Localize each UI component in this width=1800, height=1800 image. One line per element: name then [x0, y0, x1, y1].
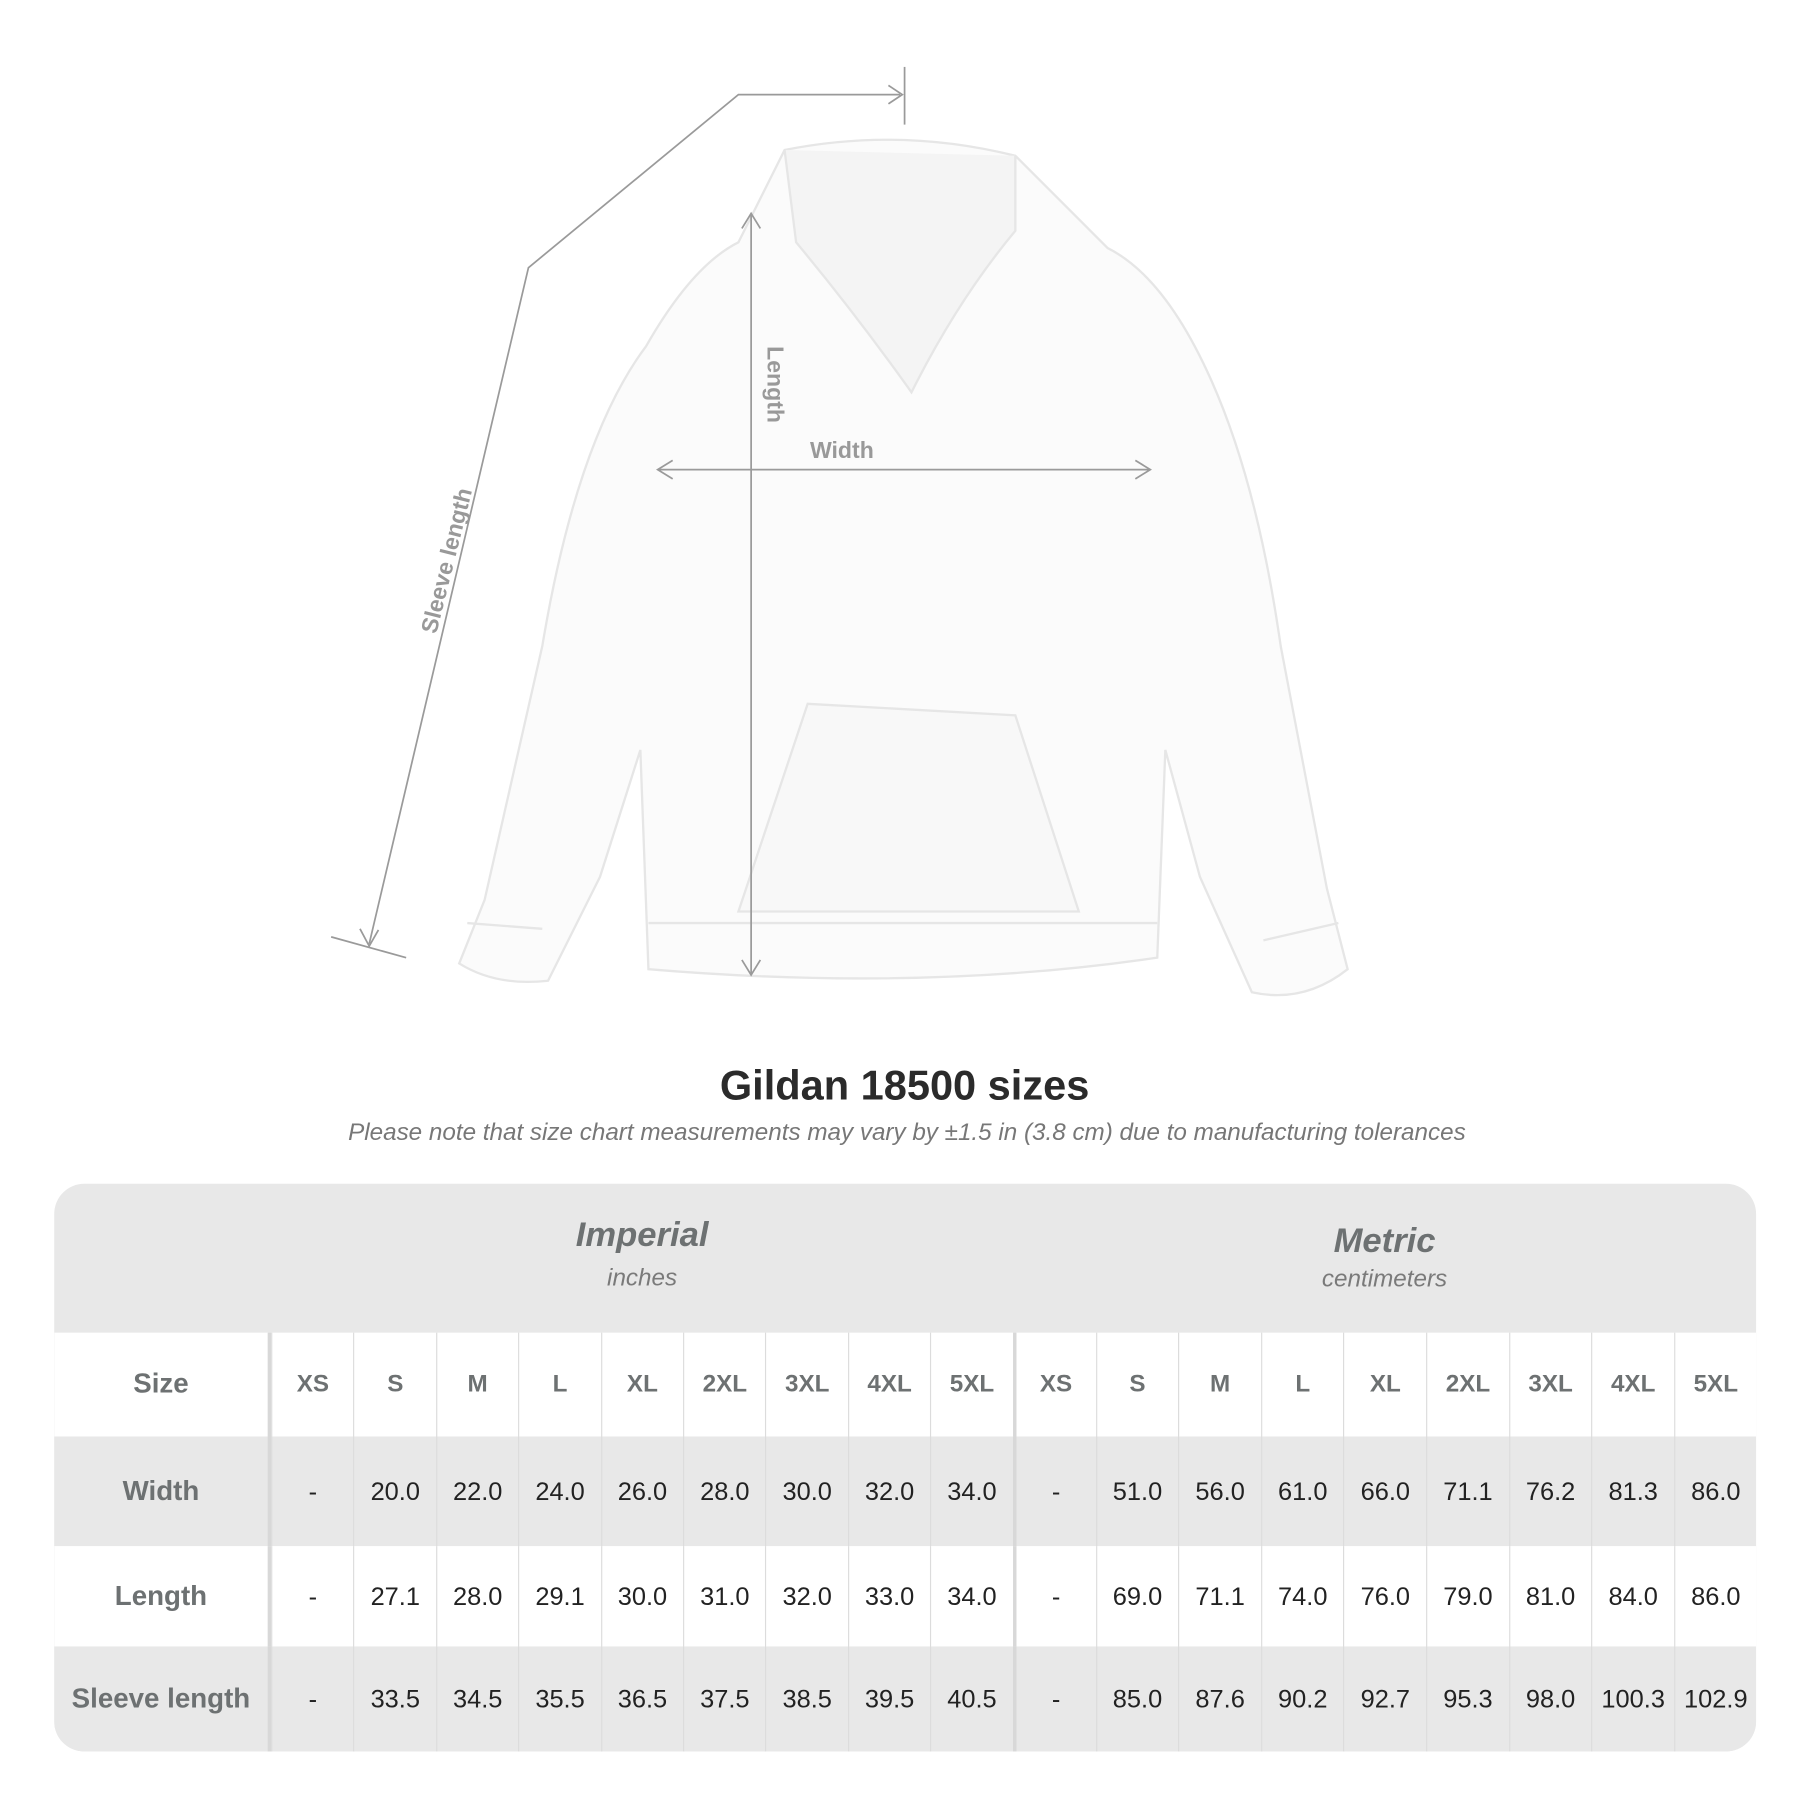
width-label: Width — [810, 437, 874, 463]
value-cell: 26.0 — [600, 1436, 683, 1547]
size-header-cell: XL — [600, 1332, 683, 1437]
metric-unit: centimeters — [1321, 1265, 1448, 1293]
value-cell: - — [271, 1646, 353, 1752]
metric-label: Metric — [1333, 1221, 1436, 1260]
value-cell: 81.3 — [1591, 1436, 1674, 1547]
size-header-cell: XS — [1013, 1332, 1096, 1437]
value-cell: 76.0 — [1343, 1546, 1426, 1647]
size-table: Imperial inches Metric centimeters Size X… — [54, 1183, 1757, 1752]
value-cell: 27.1 — [353, 1546, 436, 1647]
value-cell: 86.0 — [1673, 1546, 1756, 1647]
imperial-header: Imperial inches — [271, 1184, 1013, 1365]
value-cell: - — [1013, 1546, 1096, 1647]
value-cell: 20.0 — [353, 1436, 436, 1547]
value-cell: 29.1 — [518, 1546, 600, 1647]
chart-title: Gildan 18500 sizes — [719, 1061, 1090, 1109]
value-cell: - — [271, 1436, 353, 1547]
value-cell: 76.2 — [1508, 1436, 1592, 1547]
value-cell: 90.2 — [1260, 1646, 1344, 1752]
value-cell: 39.5 — [847, 1646, 930, 1752]
imperial-label: Imperial — [575, 1216, 709, 1255]
value-cell: 85.0 — [1095, 1646, 1179, 1752]
value-cell: - — [1013, 1436, 1096, 1547]
value-cell: 84.0 — [1591, 1546, 1674, 1647]
value-cell: 95.3 — [1426, 1646, 1509, 1752]
hoodie-image — [457, 138, 1349, 997]
value-cell: 22.0 — [435, 1436, 518, 1547]
length-label: Length — [762, 346, 788, 423]
size-header-cell: M — [435, 1332, 518, 1437]
value-cell: 31.0 — [683, 1546, 765, 1647]
sleeve-length-label: Sleeve length — [416, 485, 477, 636]
imperial-unit: inches — [607, 1264, 678, 1292]
size-header-cell: L — [1260, 1332, 1344, 1437]
row-label: Sleeve length — [54, 1646, 272, 1752]
value-cell: 92.7 — [1343, 1646, 1426, 1752]
size-header-cell: 5XL — [930, 1332, 1012, 1437]
size-header-cell: XL — [1343, 1332, 1426, 1437]
value-cell: 30.0 — [765, 1436, 847, 1547]
value-cell: 69.0 — [1095, 1546, 1179, 1647]
value-cell: 79.0 — [1426, 1546, 1509, 1647]
table-row: Width -20.0 22.0 24.0 26.0 28.0 30.0 32.0 34.0-5… — [54, 1436, 1757, 1547]
size-header-cell: XS — [271, 1332, 353, 1437]
size-header-cell: 4XL — [1591, 1332, 1674, 1437]
value-cell: 37.5 — [683, 1646, 765, 1752]
value-cell: - — [271, 1546, 353, 1647]
size-header-cell: 5XL — [1673, 1332, 1756, 1437]
size-header-cell: L — [518, 1332, 600, 1437]
value-cell: 81.0 — [1508, 1546, 1592, 1647]
value-cell: 36.5 — [600, 1646, 683, 1752]
size-header-cell: S — [1095, 1332, 1179, 1437]
value-cell: 35.5 — [518, 1646, 600, 1752]
value-cell: 34.0 — [930, 1546, 1012, 1647]
value-cell: 98.0 — [1508, 1646, 1592, 1752]
value-cell: 74.0 — [1260, 1546, 1344, 1647]
value-cell: 33.0 — [847, 1546, 930, 1647]
size-header-cell: 3XL — [1508, 1332, 1592, 1437]
hoodie-diagram: Sleeve length Length Width — [330, 66, 1349, 997]
value-cell: 71.1 — [1426, 1436, 1509, 1547]
metric-header: Metric centimeters — [1013, 1184, 1756, 1371]
row-label: Length — [54, 1546, 272, 1647]
value-cell: 33.5 — [353, 1646, 436, 1752]
table-row: Length -27.1 28.0 29.1 30.0 31.0 32.0 33.0 34.0-… — [54, 1546, 1757, 1647]
value-cell: 34.0 — [930, 1436, 1012, 1547]
value-cell: 32.0 — [847, 1436, 930, 1547]
value-cell: 40.5 — [930, 1646, 1012, 1752]
size-header-cell: 4XL — [847, 1332, 930, 1437]
value-cell: 100.3 — [1591, 1646, 1674, 1752]
value-cell: 32.0 — [765, 1546, 847, 1647]
size-header-cell: S — [353, 1332, 436, 1437]
value-cell: 51.0 — [1095, 1436, 1179, 1547]
size-header-cell: 3XL — [765, 1332, 847, 1437]
value-cell: 61.0 — [1260, 1436, 1344, 1547]
value-cell: 87.6 — [1178, 1646, 1261, 1752]
value-cell: - — [1013, 1646, 1096, 1752]
table-row: Sleeve length -33.5 34.5 35.5 36.5 37.5 38.5 39… — [54, 1646, 1757, 1752]
value-cell: 86.0 — [1673, 1436, 1756, 1547]
size-header-cell: 2XL — [683, 1332, 765, 1437]
value-cell: 30.0 — [600, 1546, 683, 1647]
size-header-cell: M — [1178, 1332, 1261, 1437]
value-cell: 34.5 — [435, 1646, 518, 1752]
measurement-lines — [330, 66, 1152, 977]
value-cell: 38.5 — [765, 1646, 847, 1752]
value-cell: 102.9 — [1673, 1646, 1756, 1752]
value-cell: 56.0 — [1178, 1436, 1261, 1547]
tolerance-note: Please note that size chart measurements… — [348, 1119, 1466, 1146]
value-cell: 28.0 — [683, 1436, 765, 1547]
sleeve-length-line — [368, 93, 900, 945]
value-cell: 71.1 — [1178, 1546, 1261, 1647]
row-label: Size — [54, 1332, 272, 1437]
row-label: Width — [54, 1436, 272, 1547]
value-cell: 66.0 — [1343, 1436, 1426, 1547]
size-header-cell: 2XL — [1426, 1332, 1509, 1437]
value-cell: 28.0 — [435, 1546, 518, 1647]
value-cell: 24.0 — [518, 1436, 600, 1547]
size-header-row: Size XS S M L XL 2XL 3XL 4XL 5XL XS S M L XL 2XL 3XL 4XL 5… — [54, 1332, 1757, 1437]
